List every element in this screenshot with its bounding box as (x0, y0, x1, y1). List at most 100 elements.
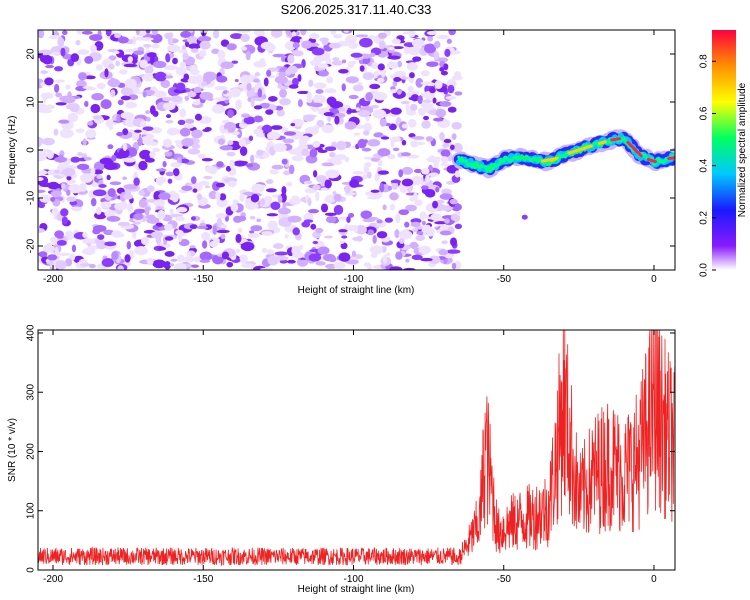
noise-blob (367, 264, 372, 270)
noise-blob (364, 162, 372, 168)
noise-blob (451, 262, 457, 270)
noise-blob (190, 176, 197, 184)
noise-blob (126, 240, 132, 250)
noise-blob (435, 186, 440, 193)
noise-blob (68, 184, 83, 194)
noise-blob (378, 40, 386, 50)
colorbar-ticks: 0.0 0.2 0.4 0.6 0.8 (699, 54, 716, 277)
noise-blob (403, 46, 409, 55)
noise-blob (139, 37, 154, 41)
noise-blob (392, 80, 398, 87)
noise-blob (191, 143, 201, 150)
noise-blob (133, 50, 145, 56)
noise-blob (424, 189, 436, 198)
noise-blob (38, 108, 53, 114)
noise-blob (192, 188, 198, 193)
noise-blob (127, 56, 133, 63)
noise-blob (227, 140, 234, 146)
noise-blob (209, 240, 218, 248)
noise-blob (266, 131, 281, 140)
noise-blob (345, 34, 358, 44)
noise-blob (389, 192, 399, 201)
noise-blob (80, 173, 93, 184)
noise-blob (277, 85, 285, 89)
noise-blob (425, 136, 434, 142)
noise-blob (238, 254, 248, 264)
noise-blob (141, 129, 148, 135)
noise-blob (424, 224, 431, 231)
noise-blob (49, 236, 59, 243)
noise-blob (355, 107, 360, 112)
noise-blob (440, 162, 450, 167)
noise-blob (246, 82, 252, 92)
signal-hot-segment (550, 156, 559, 163)
noise-blob (376, 231, 388, 239)
noise-blob (382, 204, 387, 211)
noise-blob (319, 37, 329, 42)
noise-blob (116, 131, 124, 137)
noise-blob (114, 32, 122, 39)
noise-blob (98, 184, 107, 188)
noise-blob (376, 77, 385, 83)
noise-blob (78, 72, 87, 81)
noise-blob (157, 209, 166, 220)
snr-series-line (38, 330, 675, 567)
noise-blob (127, 202, 134, 213)
noise-blob (266, 213, 279, 217)
noise-blob (65, 84, 71, 90)
noise-blob (143, 73, 154, 82)
noise-blob (133, 177, 140, 186)
spectrogram-noise-field (38, 30, 463, 270)
noise-blob (150, 33, 163, 44)
noise-blob (449, 144, 455, 150)
noise-blob (412, 141, 426, 146)
noise-blob (58, 119, 70, 124)
noise-blob (85, 129, 97, 139)
noise-blob (410, 221, 421, 228)
noise-blob (122, 142, 128, 152)
noise-blob (432, 117, 444, 122)
noise-blob (284, 233, 289, 239)
noise-blob (220, 233, 226, 240)
noise-blob (169, 208, 174, 215)
noise-blob (310, 102, 323, 108)
noise-blob (409, 72, 415, 79)
noise-blob (95, 64, 104, 71)
noise-blob (286, 182, 293, 187)
noise-blob (100, 99, 112, 110)
noise-blob (77, 163, 90, 171)
noise-blob (238, 160, 248, 165)
noise-blob (400, 100, 410, 105)
noise-blob (333, 193, 342, 202)
noise-blob (62, 167, 76, 177)
noise-blob (286, 259, 296, 264)
noise-blob (234, 78, 239, 83)
noise-blob (162, 102, 176, 111)
noise-blob (162, 96, 173, 102)
noise-blob (199, 40, 211, 50)
noise-blob (122, 193, 134, 200)
noise-blob (198, 116, 212, 124)
noise-blob (144, 65, 154, 74)
noise-blob (183, 73, 190, 81)
y-tick-label: -10 (26, 190, 37, 205)
noise-blob (373, 132, 384, 138)
x-tick-label: -100 (343, 574, 363, 585)
noise-blob (253, 105, 263, 110)
noise-blob (91, 93, 104, 101)
noise-blob (283, 170, 291, 176)
noise-blob (154, 71, 167, 82)
noise-blob (108, 63, 115, 70)
noise-blob (303, 219, 314, 223)
noise-blob (71, 244, 77, 253)
noise-blob (408, 30, 416, 38)
noise-blob (197, 153, 206, 159)
noise-blob (389, 203, 396, 211)
colorbar: 0.0 0.2 0.4 0.6 0.8 Normalized spectral ampl… (699, 30, 748, 277)
noise-blob (395, 213, 401, 224)
noise-blob (165, 53, 171, 63)
noise-blob (399, 237, 405, 244)
noise-blob (451, 121, 462, 130)
noise-blob (345, 259, 359, 265)
noise-blob (354, 124, 365, 129)
